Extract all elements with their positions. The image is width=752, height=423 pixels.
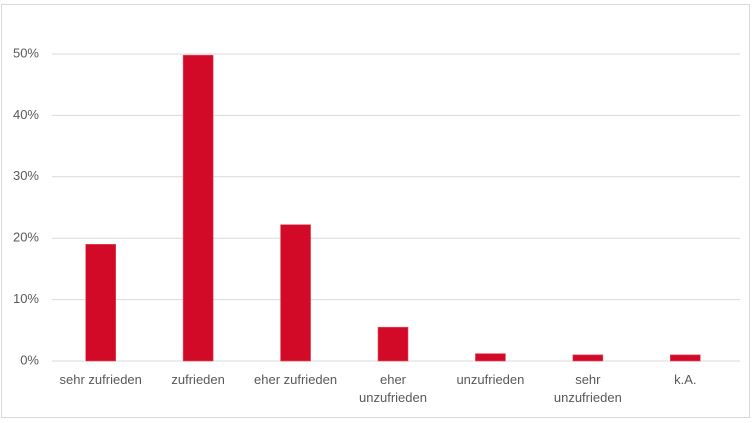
bar	[280, 224, 311, 362]
x-tick-label: sehr zufrieden	[59, 372, 142, 387]
x-tick-label: k.A.	[674, 372, 697, 387]
y-tick-label: 40%	[13, 107, 39, 122]
y-tick-label: 50%	[13, 45, 39, 60]
bar	[475, 353, 506, 362]
x-tick-label: zufrieden	[171, 372, 225, 387]
y-tick-label: 10%	[13, 291, 39, 306]
chart-border	[1, 4, 750, 418]
bar	[182, 54, 214, 362]
bar	[669, 354, 701, 362]
bar	[572, 354, 604, 362]
y-tick-label: 0%	[20, 352, 39, 367]
bar	[377, 326, 409, 362]
y-tick-label: 20%	[13, 230, 39, 245]
y-tick-label: 30%	[13, 168, 39, 183]
bar	[85, 244, 117, 362]
x-tick-label: eher unzufrieden	[359, 372, 427, 405]
x-tick-label: unzufrieden	[456, 372, 525, 387]
x-tick-label: sehr unzufrieden	[553, 372, 622, 405]
x-tick-label: eher zufrieden	[254, 372, 338, 387]
